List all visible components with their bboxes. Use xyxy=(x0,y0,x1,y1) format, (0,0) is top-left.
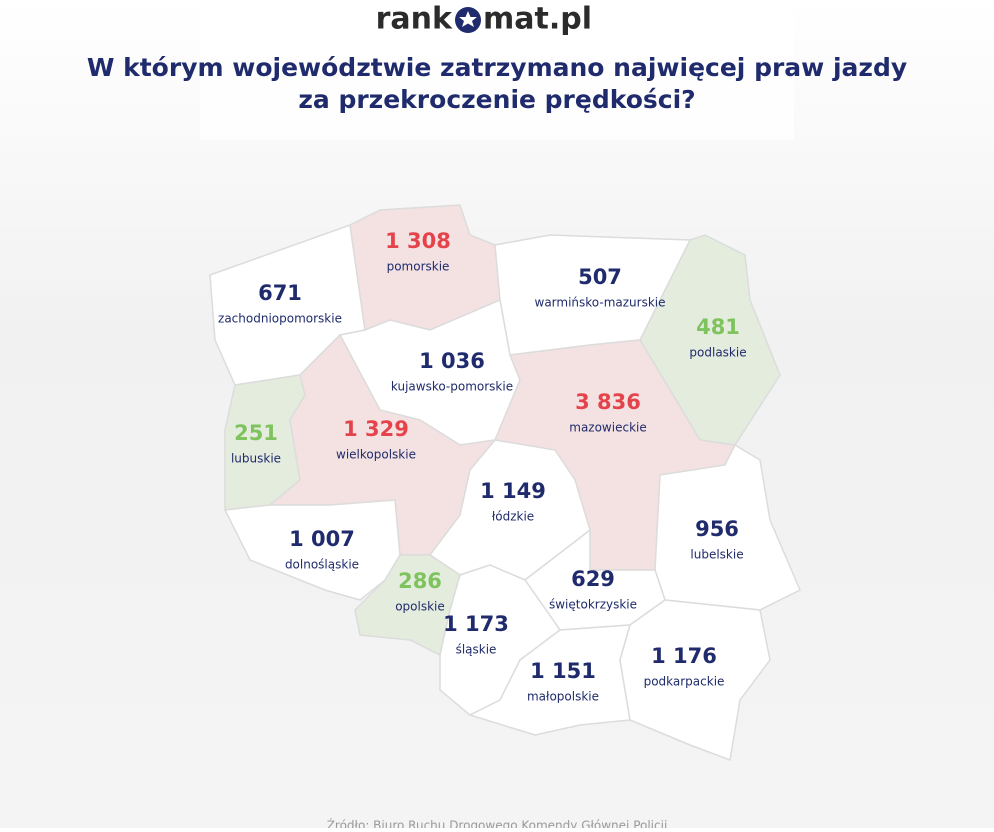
region-name: opolskie xyxy=(395,600,445,614)
region-value: 286 xyxy=(398,569,442,593)
region-value: 671 xyxy=(258,281,302,305)
region-name: lubuskie xyxy=(231,452,281,466)
region-name: zachodniopomorskie xyxy=(218,312,342,326)
region-name: podlaskie xyxy=(689,346,746,360)
logo-text: mat.pl xyxy=(483,2,592,37)
region-value: 481 xyxy=(696,315,740,339)
region-name: warmińsko-mazurskie xyxy=(535,296,666,310)
region-value: 1 176 xyxy=(651,644,717,668)
region-value: 1 151 xyxy=(530,659,596,683)
region-value: 1 329 xyxy=(343,417,409,441)
region-value: 251 xyxy=(234,421,278,445)
region-name: podkarpackie xyxy=(644,675,725,689)
map-labels: 671 zachodniopomorskie 1 308 pomorskie 507 wa… xyxy=(218,229,747,704)
region-name: małopolskie xyxy=(527,690,599,704)
region-name: śląskie xyxy=(456,643,497,657)
region-name: mazowieckie xyxy=(569,421,646,435)
region-name: świętokrzyskie xyxy=(549,598,637,612)
region-name: dolnośląskie xyxy=(285,558,359,572)
header-bg xyxy=(200,0,794,140)
region-value: 1 173 xyxy=(443,612,509,636)
region-value: 629 xyxy=(571,567,615,591)
title: W którym województwie zatrzymano najwięc… xyxy=(87,53,907,82)
logo-text: rank xyxy=(376,2,453,37)
region-value: 1 149 xyxy=(480,479,546,503)
region-value: 507 xyxy=(578,265,622,289)
logo-star xyxy=(459,11,477,27)
logo: rank mat.pl xyxy=(376,2,592,37)
region-value: 1 308 xyxy=(385,229,451,253)
region-name: wielkopolskie xyxy=(336,448,416,462)
region-value: 3 836 xyxy=(575,390,641,414)
title: za przekroczenie prędkości? xyxy=(298,85,695,114)
region-value: 956 xyxy=(695,517,739,541)
region-name: pomorskie xyxy=(387,260,450,274)
region xyxy=(619,599,771,762)
region-name: kujawsko-pomorskie xyxy=(391,380,513,394)
map xyxy=(209,204,801,762)
region xyxy=(354,554,461,657)
region-value: 1 007 xyxy=(289,527,355,551)
region-name: łódzkie xyxy=(492,510,534,524)
source: Źródło: Biuro Ruchu Drogowego Komendy Gł… xyxy=(327,818,668,829)
region-name: lubelskie xyxy=(690,548,743,562)
region-value: 1 036 xyxy=(419,349,485,373)
